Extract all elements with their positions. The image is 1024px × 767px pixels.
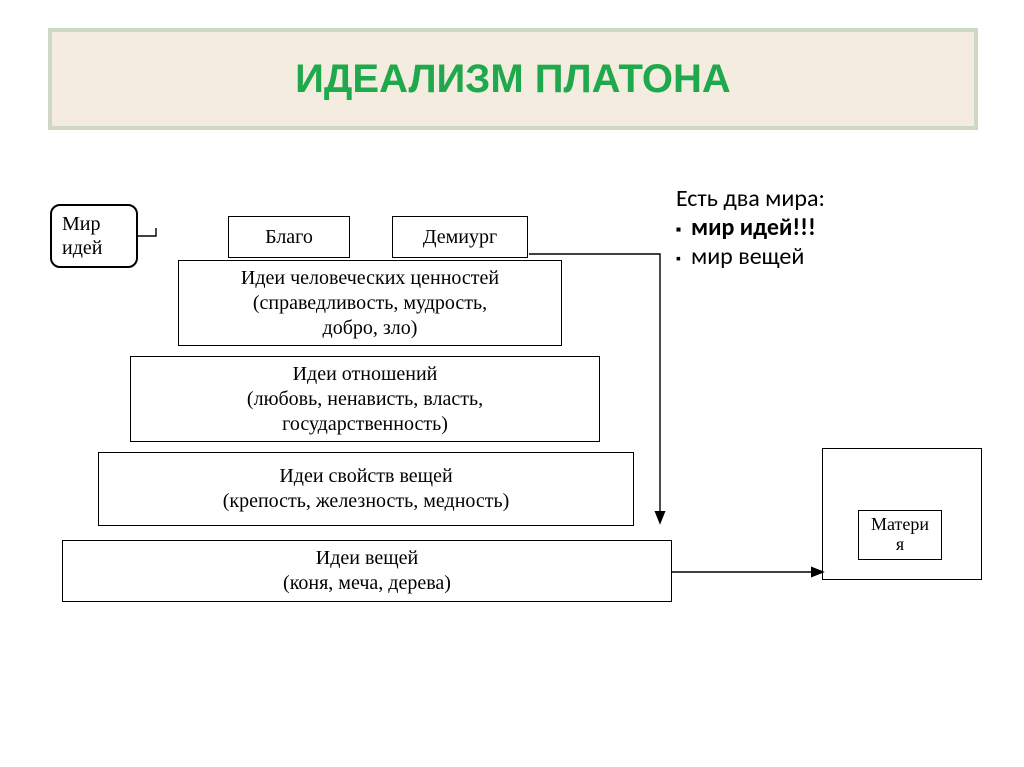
pyramid-level-1: Идеи человеческих ценностей(справедливос… [178, 260, 562, 346]
side-text-block: Есть два мира: мир идей!!!мир вещей [676, 184, 996, 271]
side-heading: Есть два мира: [676, 184, 996, 213]
box-line: добро, зло) [323, 316, 418, 341]
side-list-item: мир идей!!! [676, 213, 996, 242]
box-text: Демиург [423, 225, 497, 250]
side-list: мир идей!!!мир вещей [676, 213, 996, 271]
pyramid-level-4: Идеи вещей(коня, меча, дерева) [62, 540, 672, 602]
pyramid-top-right: Демиург [392, 216, 528, 258]
pyramid-top-left: Благо [228, 216, 350, 258]
slide-title-box: ИДЕАЛИЗМ ПЛАТОНА [48, 28, 978, 130]
box-line: Идеи человеческих ценностей [241, 266, 499, 291]
box-line: (справедливость, мудрость, [253, 291, 487, 316]
box-line: (коня, меча, дерева) [283, 571, 451, 596]
box-line: (крепость, железность, медность) [223, 489, 510, 514]
slide-title: ИДЕАЛИЗМ ПЛАТОНА [295, 57, 731, 102]
pyramid-level-3: Идеи свойств вещей(крепость, железность,… [98, 452, 634, 526]
box-line: Идеи вещей [316, 546, 418, 571]
bubble-text: Мир идей [62, 213, 102, 259]
box-text: Благо [265, 225, 313, 250]
box-line: Идеи отношений [293, 362, 438, 387]
box-line: государственность) [282, 412, 448, 437]
pyramid-level-2: Идеи отношений(любовь, ненависть, власть… [130, 356, 600, 442]
box-line: Идеи свойств вещей [279, 464, 452, 489]
side-list-item: мир вещей [676, 242, 996, 271]
matter-inner-box: Материя [858, 510, 942, 560]
world-of-ideas-bubble: Мир идей [50, 204, 138, 268]
box-line: (любовь, ненависть, власть, [247, 387, 483, 412]
